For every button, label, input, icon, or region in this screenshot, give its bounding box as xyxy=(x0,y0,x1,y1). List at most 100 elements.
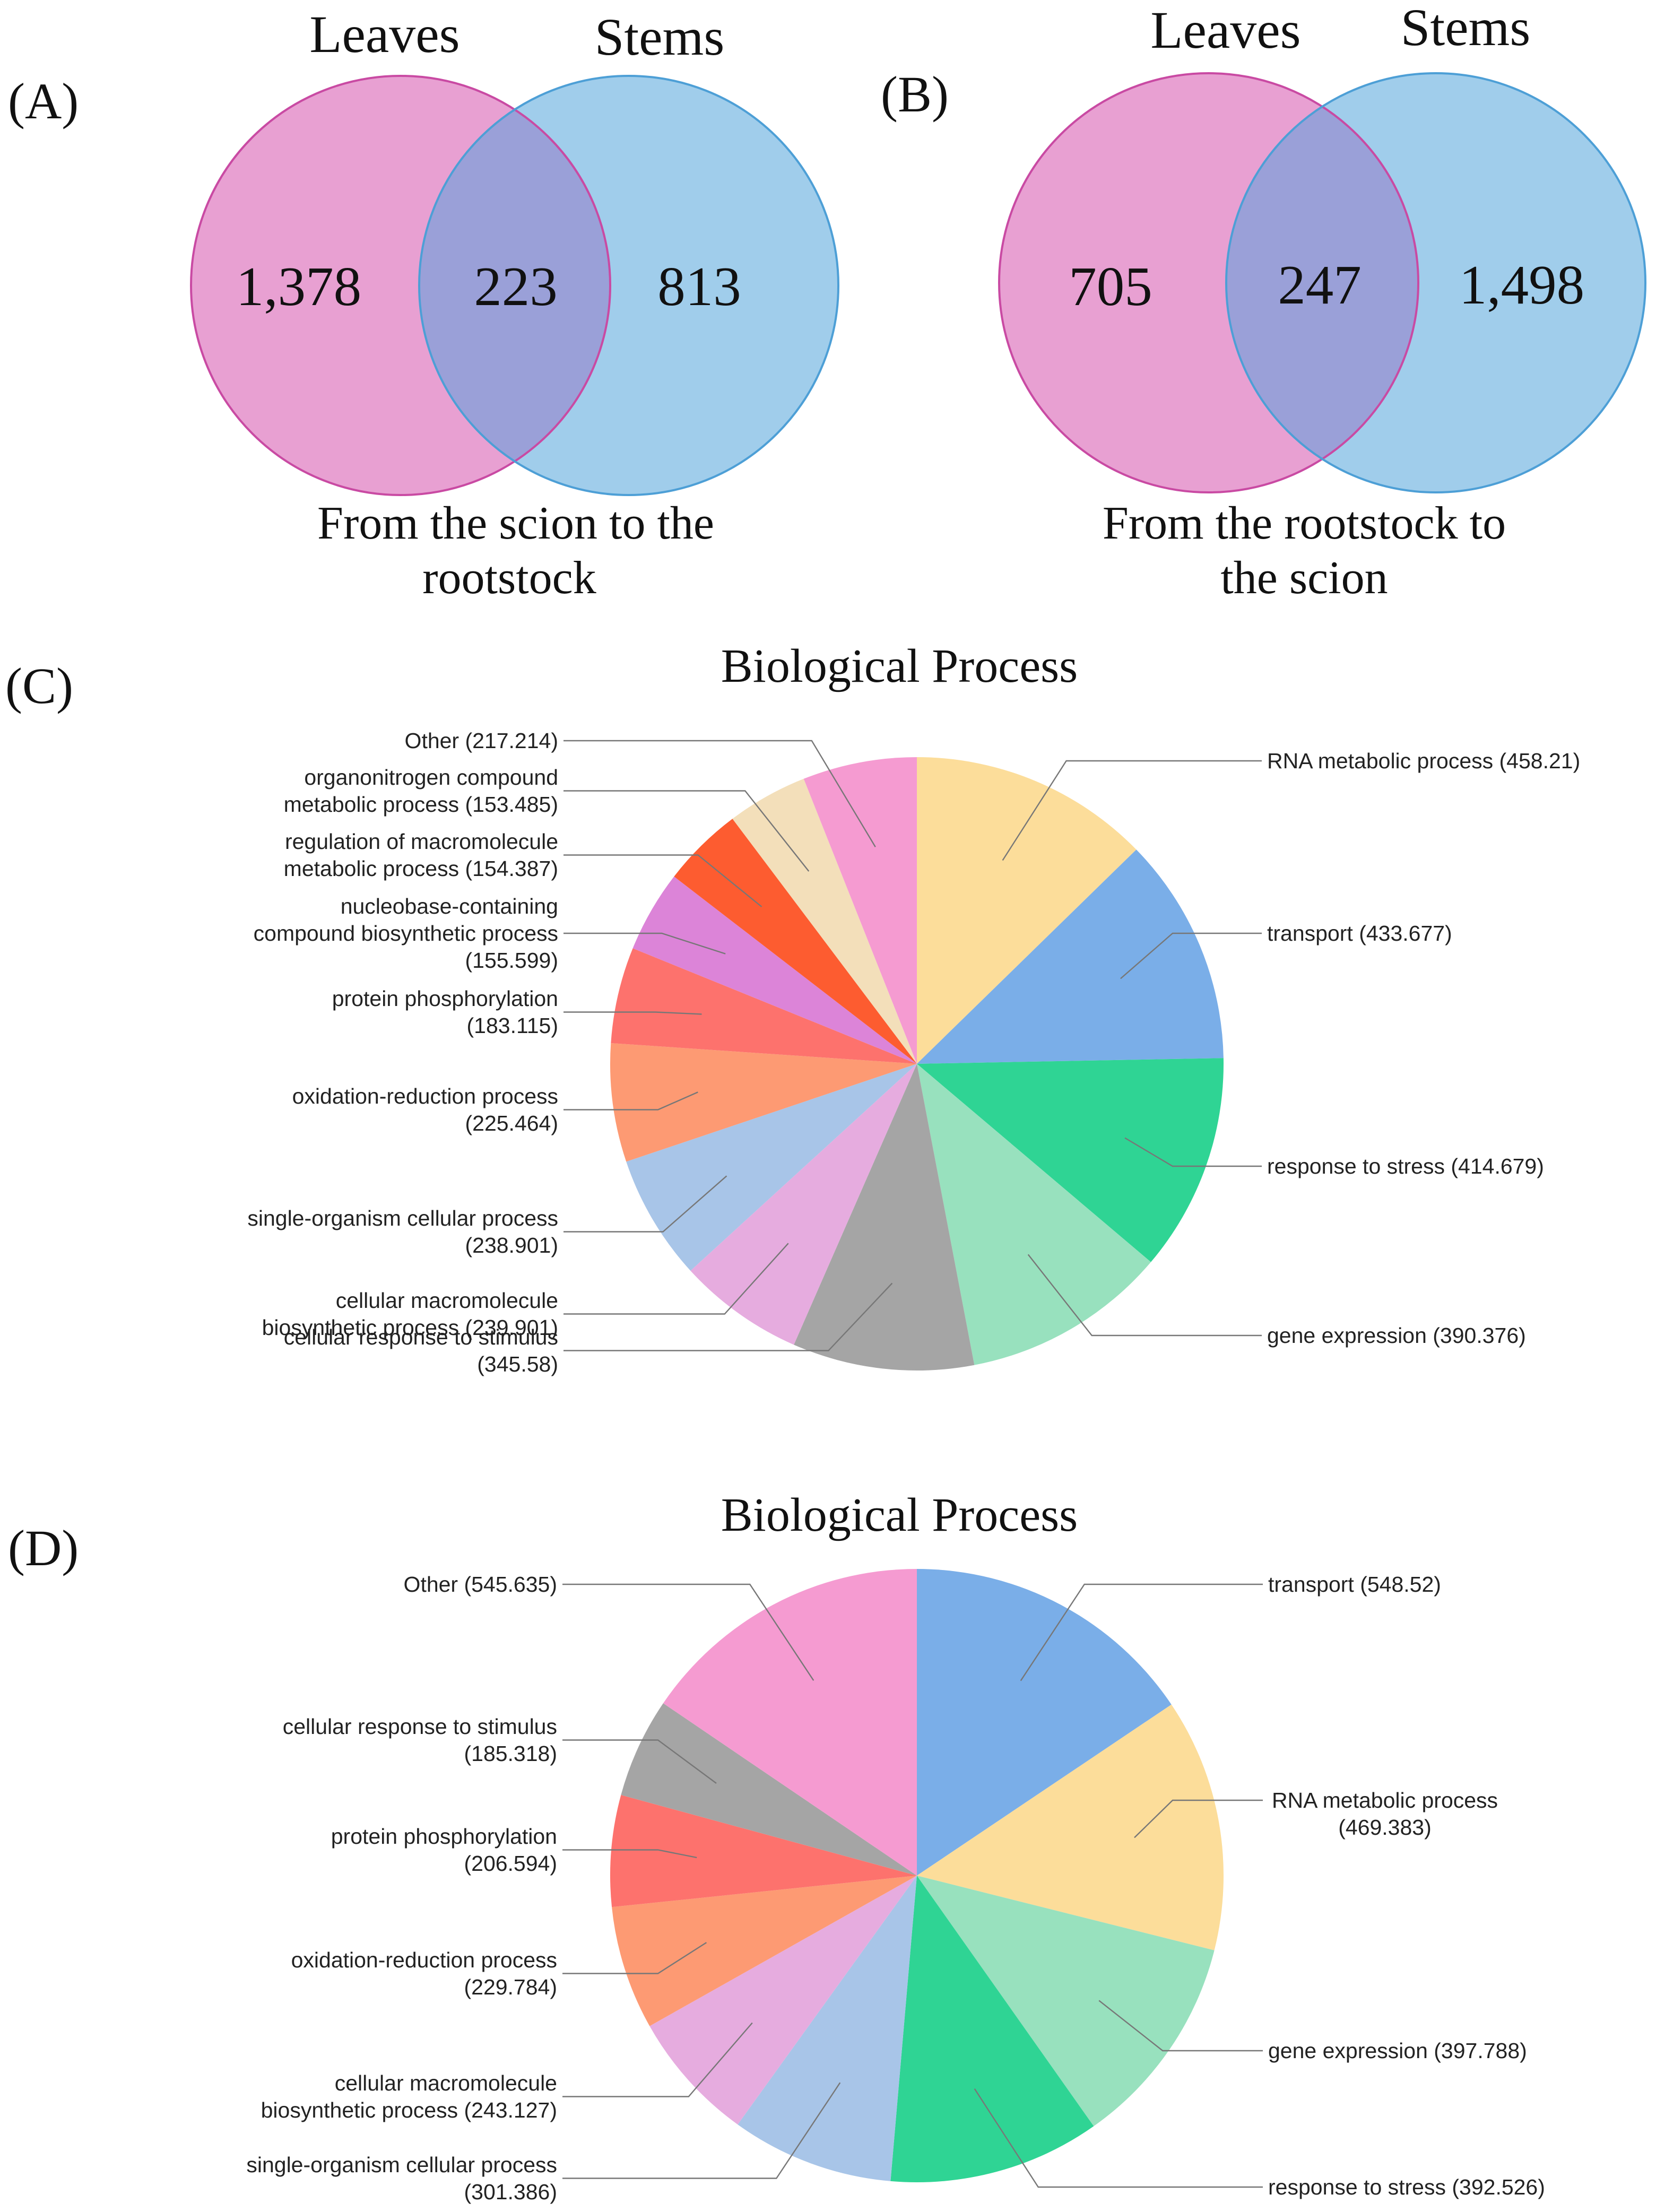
panel-label-d: (D) xyxy=(8,1520,79,1576)
venn-a-overlap xyxy=(419,109,610,462)
pie-c-slices xyxy=(610,757,1224,1371)
pie-d-slice-protein-phosphorylation xyxy=(610,1795,917,1907)
pie-d-title: Biological Process xyxy=(721,1489,1078,1541)
pie-d-label-response-to-stress: response to stress (392.526) xyxy=(1268,2175,1545,2199)
pie-c-label-cellular-macromolecule-biosynthetic-process: cellular macromolecule biosynthetic proce… xyxy=(262,1288,558,1340)
venn-b-stems-only-count: 1,498 xyxy=(1459,254,1584,316)
venn-b-overlap xyxy=(1226,106,1418,459)
pie-c-slice-oxidation-reduction-process xyxy=(610,1043,917,1162)
venn-a: (A) Leaves Stems 1,378 223 813 From the … xyxy=(8,5,839,604)
pie-d-slice-single-organism-cellular-process xyxy=(738,1876,917,2181)
pie-d-leader-single-organism-cellular-process xyxy=(562,2082,841,2179)
pie-c-slice-cellular-response-to-stimulus xyxy=(794,1064,975,1371)
venn-b-caption-line-2: the scion xyxy=(1220,552,1388,604)
pie-c-slice-protein-phosphorylation xyxy=(611,948,917,1064)
pie-d-label-single-organism-cellular-process: single-organism cellular process (301.386… xyxy=(246,2153,557,2204)
pie-c-leader-other xyxy=(563,740,876,847)
pie-c-slice-response-to-stress xyxy=(917,1058,1224,1262)
pie-c-leader-nucleobase-containing-compound-biosynthetic-process xyxy=(563,932,726,955)
pie-d-label-cellular-macromolecule-biosynthetic-process: cellular macromolecule biosynthetic proce… xyxy=(261,2071,557,2122)
venn-a-stems-title: Stems xyxy=(595,7,724,66)
pie-d-slice-cellular-macromolecule-biosynthetic-process xyxy=(649,1876,917,2125)
pie-d-leader-protein-phosphorylation xyxy=(562,1849,697,1859)
venn-a-shared-count: 223 xyxy=(474,255,558,317)
pie-c-slice-organonitrogen-compound-metabolic-process xyxy=(732,778,917,1064)
pie-c-label-rna-metabolic-process: RNA metabolic process (458.21) xyxy=(1267,749,1580,773)
pie-c-leader-transport xyxy=(1120,932,1262,979)
venn-a-leaves-outline xyxy=(190,75,611,496)
pie-d-label-cellular-response-to-stimulus: cellular response to stimulus (185.318) xyxy=(283,1714,557,1766)
pie-c-slice-other xyxy=(803,757,917,1064)
pie-d-leader-cellular-macromolecule-biosynthetic-process xyxy=(562,2022,753,2097)
panel-label-a: (A) xyxy=(8,73,79,129)
pie-d-label-gene-expression: gene expression (397.788) xyxy=(1268,2038,1527,2063)
pie-d-label-oxidation-reduction-process: oxidation-reduction process (229.784) xyxy=(291,1948,557,1999)
panel-label-c: (C) xyxy=(5,657,73,714)
pie-c-leader-regulation-of-macromolecule-metabolic-process xyxy=(563,854,762,907)
pie-c-slice-rna-metabolic-process xyxy=(917,757,1137,1064)
pie-d-slice-response-to-stress xyxy=(890,1876,1094,2182)
pie-c-leader-organonitrogen-compound-metabolic-process xyxy=(563,790,810,872)
pie-d: (D) Biological Process transport (548.52… xyxy=(8,1489,1545,2204)
pie-c-leaders xyxy=(563,740,1262,1351)
venn-b-leaves-title: Leaves xyxy=(1150,1,1300,59)
venn-b-caption-line-1: From the rootstock to xyxy=(1103,498,1506,549)
pie-c-labels: RNA metabolic process (458.21) transport … xyxy=(247,728,1580,1376)
venn-a-caption-line-2: rootstock xyxy=(422,552,596,604)
pie-d-slice-oxidation-reduction-process xyxy=(612,1876,917,2026)
pie-c-leader-cellular-macromolecule-biosynthetic-process xyxy=(563,1243,789,1315)
venn-a-leaves-title: Leaves xyxy=(309,5,459,64)
pie-d-leaders xyxy=(562,1583,1263,2188)
pie-d-leader-other xyxy=(562,1583,814,1681)
panel-label-b: (B) xyxy=(881,66,949,123)
pie-c-leader-response-to-stress xyxy=(1124,1137,1262,1167)
pie-d-slice-cellular-response-to-stimulus xyxy=(621,1703,917,1876)
pie-d-leader-transport xyxy=(1020,1583,1263,1681)
pie-d-slice-gene-expression xyxy=(917,1876,1215,2127)
pie-d-leader-oxidation-reduction-process xyxy=(562,1942,707,1974)
pie-c-label-transport: transport (433.677) xyxy=(1267,921,1452,945)
pie-d-label-transport: transport (548.52) xyxy=(1268,1572,1441,1597)
venn-a-leaves-only-count: 1,378 xyxy=(236,255,361,317)
venn-b-leaves-outline xyxy=(998,72,1419,493)
pie-c-label-cellular-response-to-stimulus: cellular response to stimulus (345.58) xyxy=(284,1325,558,1376)
pie-d-leader-response-to-stress xyxy=(974,2088,1263,2188)
venn-b-stems-outline xyxy=(1225,72,1646,493)
pie-c-leader-protein-phosphorylation xyxy=(563,1011,702,1015)
pie-d-label-protein-phosphorylation: protein phosphorylation (206.594) xyxy=(331,1824,557,1876)
venn-a-stems-outline xyxy=(418,75,839,496)
venn-a-caption-line-1: From the scion to the xyxy=(317,498,714,549)
pie-c-slice-gene-expression xyxy=(917,1064,1151,1365)
pie-d-slice-rna-metabolic-process xyxy=(917,1704,1224,1950)
pie-d-leader-cellular-response-to-stimulus xyxy=(562,1739,717,1784)
pie-c-label-oxidation-reduction-process: oxidation-reduction process (225.464) xyxy=(292,1084,558,1135)
pie-c-slice-regulation-of-macromolecule-metabolic-process xyxy=(674,819,917,1064)
pie-c: (C) Biological Process RNA metabolic pro… xyxy=(5,640,1580,1376)
pie-c-label-other: Other (217.214) xyxy=(405,728,558,753)
venn-b: (B) Leaves Stems 705 247 1,498 From the … xyxy=(881,0,1646,604)
pie-c-title: Biological Process xyxy=(721,640,1078,692)
pie-c-slice-transport xyxy=(917,849,1224,1064)
pie-c-label-response-to-stress: response to stress (414.679) xyxy=(1267,1154,1544,1178)
pie-c-label-protein-phosphorylation: protein phosphorylation (183.115) xyxy=(332,986,558,1038)
pie-c-label-nucleobase-containing-compound-biosynthetic-process: nucleobase-containing compound biosynthet… xyxy=(254,894,558,973)
pie-c-leader-cellular-response-to-stimulus xyxy=(563,1282,893,1351)
pie-d-slices xyxy=(610,1569,1224,2182)
pie-d-label-rna-metabolic-process: RNA metabolic process (469.383) xyxy=(1272,1788,1498,1840)
pie-d-slice-transport xyxy=(917,1569,1172,1876)
pie-c-label-single-organism-cellular-process: single-organism cellular process (238.901… xyxy=(247,1206,558,1257)
venn-b-shared-count: 247 xyxy=(1278,254,1362,316)
pie-c-slice-cellular-macromolecule-biosynthetic-process xyxy=(690,1064,917,1345)
venn-a-stems-only-count: 813 xyxy=(657,255,741,317)
pie-d-labels: transport (548.52) RNA metabolic process(… xyxy=(246,1572,1545,2204)
pie-c-label-organonitrogen-compound-metabolic-process: organonitrogen compound metabolic process… xyxy=(284,765,558,817)
pie-c-leader-gene-expression xyxy=(1027,1254,1262,1337)
pie-d-slice-other xyxy=(663,1569,917,1876)
pie-c-leader-single-organism-cellular-process xyxy=(563,1175,727,1233)
pie-c-label-regulation-of-macromolecule-metabolic-process: regulation of macromolecule metabolic pro… xyxy=(284,829,558,881)
venn-b-stems-title: Stems xyxy=(1401,0,1530,57)
pie-c-slice-single-organism-cellular-process xyxy=(626,1064,917,1271)
pie-d-leader-rna-metabolic-process xyxy=(1134,1799,1263,1838)
